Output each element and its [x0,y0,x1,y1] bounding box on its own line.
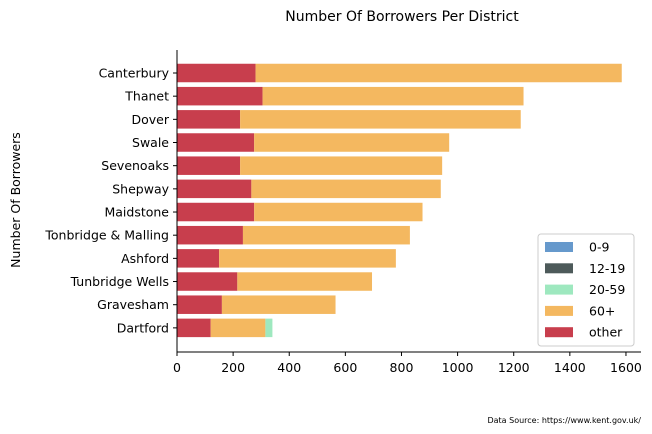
legend-label-60: 60+ [589,303,615,318]
bar-sevenoaks-60 [240,156,443,175]
x-tick-label-600: 600 [333,360,357,375]
bar-dover-other [177,110,241,129]
category-label-tonbridge-malling: Tonbridge & Malling [44,228,169,243]
legend-label-0-9: 0-9 [589,240,609,255]
x-tick-label-1200: 1200 [498,360,530,375]
bar-tunbridge-wells-60 [237,272,373,291]
bar-shepway-60 [251,179,441,199]
category-label-dartford: Dartford [117,320,169,335]
x-tick-label-1000: 1000 [442,360,474,375]
category-label-tunbridge-wells: Tunbridge Wells [70,274,169,289]
bar-dartford-60 [210,318,266,338]
x-tick-label-1400: 1400 [554,360,586,375]
category-label-swale: Swale [132,135,169,150]
category-label-dover: Dover [132,112,170,127]
bar-sevenoaks-other [177,156,241,175]
bar-swale-60 [254,133,450,152]
legend-frame [537,233,635,347]
bar-thanet-other [177,86,263,106]
legend-swatch-0-9 [545,242,573,252]
bar-tonbridge-malling-other [177,225,243,245]
category-label-shepway: Shepway [112,181,169,196]
legend-label-other: other [589,325,623,340]
bar-dartford-other [177,318,211,338]
bar-maidstone-60 [254,202,423,222]
legend-swatch-other [545,327,573,338]
legend-label-12-19: 12-19 [589,261,625,276]
chart-title: Number Of Borrowers Per District [285,9,519,25]
x-tick-label-0: 0 [173,360,181,375]
category-label-thanet: Thanet [124,89,169,104]
data-source-note: Data Source: https://www.kent.gov.uk/ [487,416,641,425]
legend-swatch-60 [545,305,573,316]
bar-canterbury-other [177,63,256,83]
x-tick-label-1600: 1600 [610,360,642,375]
bar-tonbridge-malling-60 [242,225,410,245]
bar-shepway-other [177,179,252,199]
category-labels: Canterbury Thanet Dover Swale Sevenoaks Shepw… [44,66,177,335]
legend-swatch-12-19 [545,263,573,274]
bar-dartford-20-59 [265,318,273,338]
category-label-sevenoaks: Sevenoaks [101,158,169,173]
legend-swatch-20-59 [545,284,573,295]
bar-maidstone-other [177,202,255,222]
x-tick-label-400: 400 [277,360,301,375]
bar-dover-60 [240,110,521,129]
bar-tunbridge-wells-other [177,272,238,291]
y-axis-label: Number Of Borrowers [8,132,23,268]
bar-canterbury-60 [255,63,622,83]
bar-ashford-other [177,249,220,268]
bar-ashford-60 [219,249,396,268]
bar-gravesham-60 [221,295,336,314]
category-label-maidstone: Maidstone [104,205,169,220]
bar-gravesham-other [177,295,222,314]
x-tick-label-200: 200 [221,360,245,375]
category-label-canterbury: Canterbury [99,66,170,81]
x-axis-ticks: 0 200 400 600 800 1000 1200 1400 1600 [173,352,642,375]
bars-group [177,63,622,338]
bar-swale-other [177,133,255,152]
x-tick-label-800: 800 [390,360,414,375]
legend-label-20-59: 20-59 [589,282,625,297]
legend: 0-9 12-19 20-59 60+ other [537,233,635,347]
bar-thanet-60 [262,86,524,106]
category-label-ashford: Ashford [121,251,169,266]
category-label-gravesham: Gravesham [97,297,169,312]
